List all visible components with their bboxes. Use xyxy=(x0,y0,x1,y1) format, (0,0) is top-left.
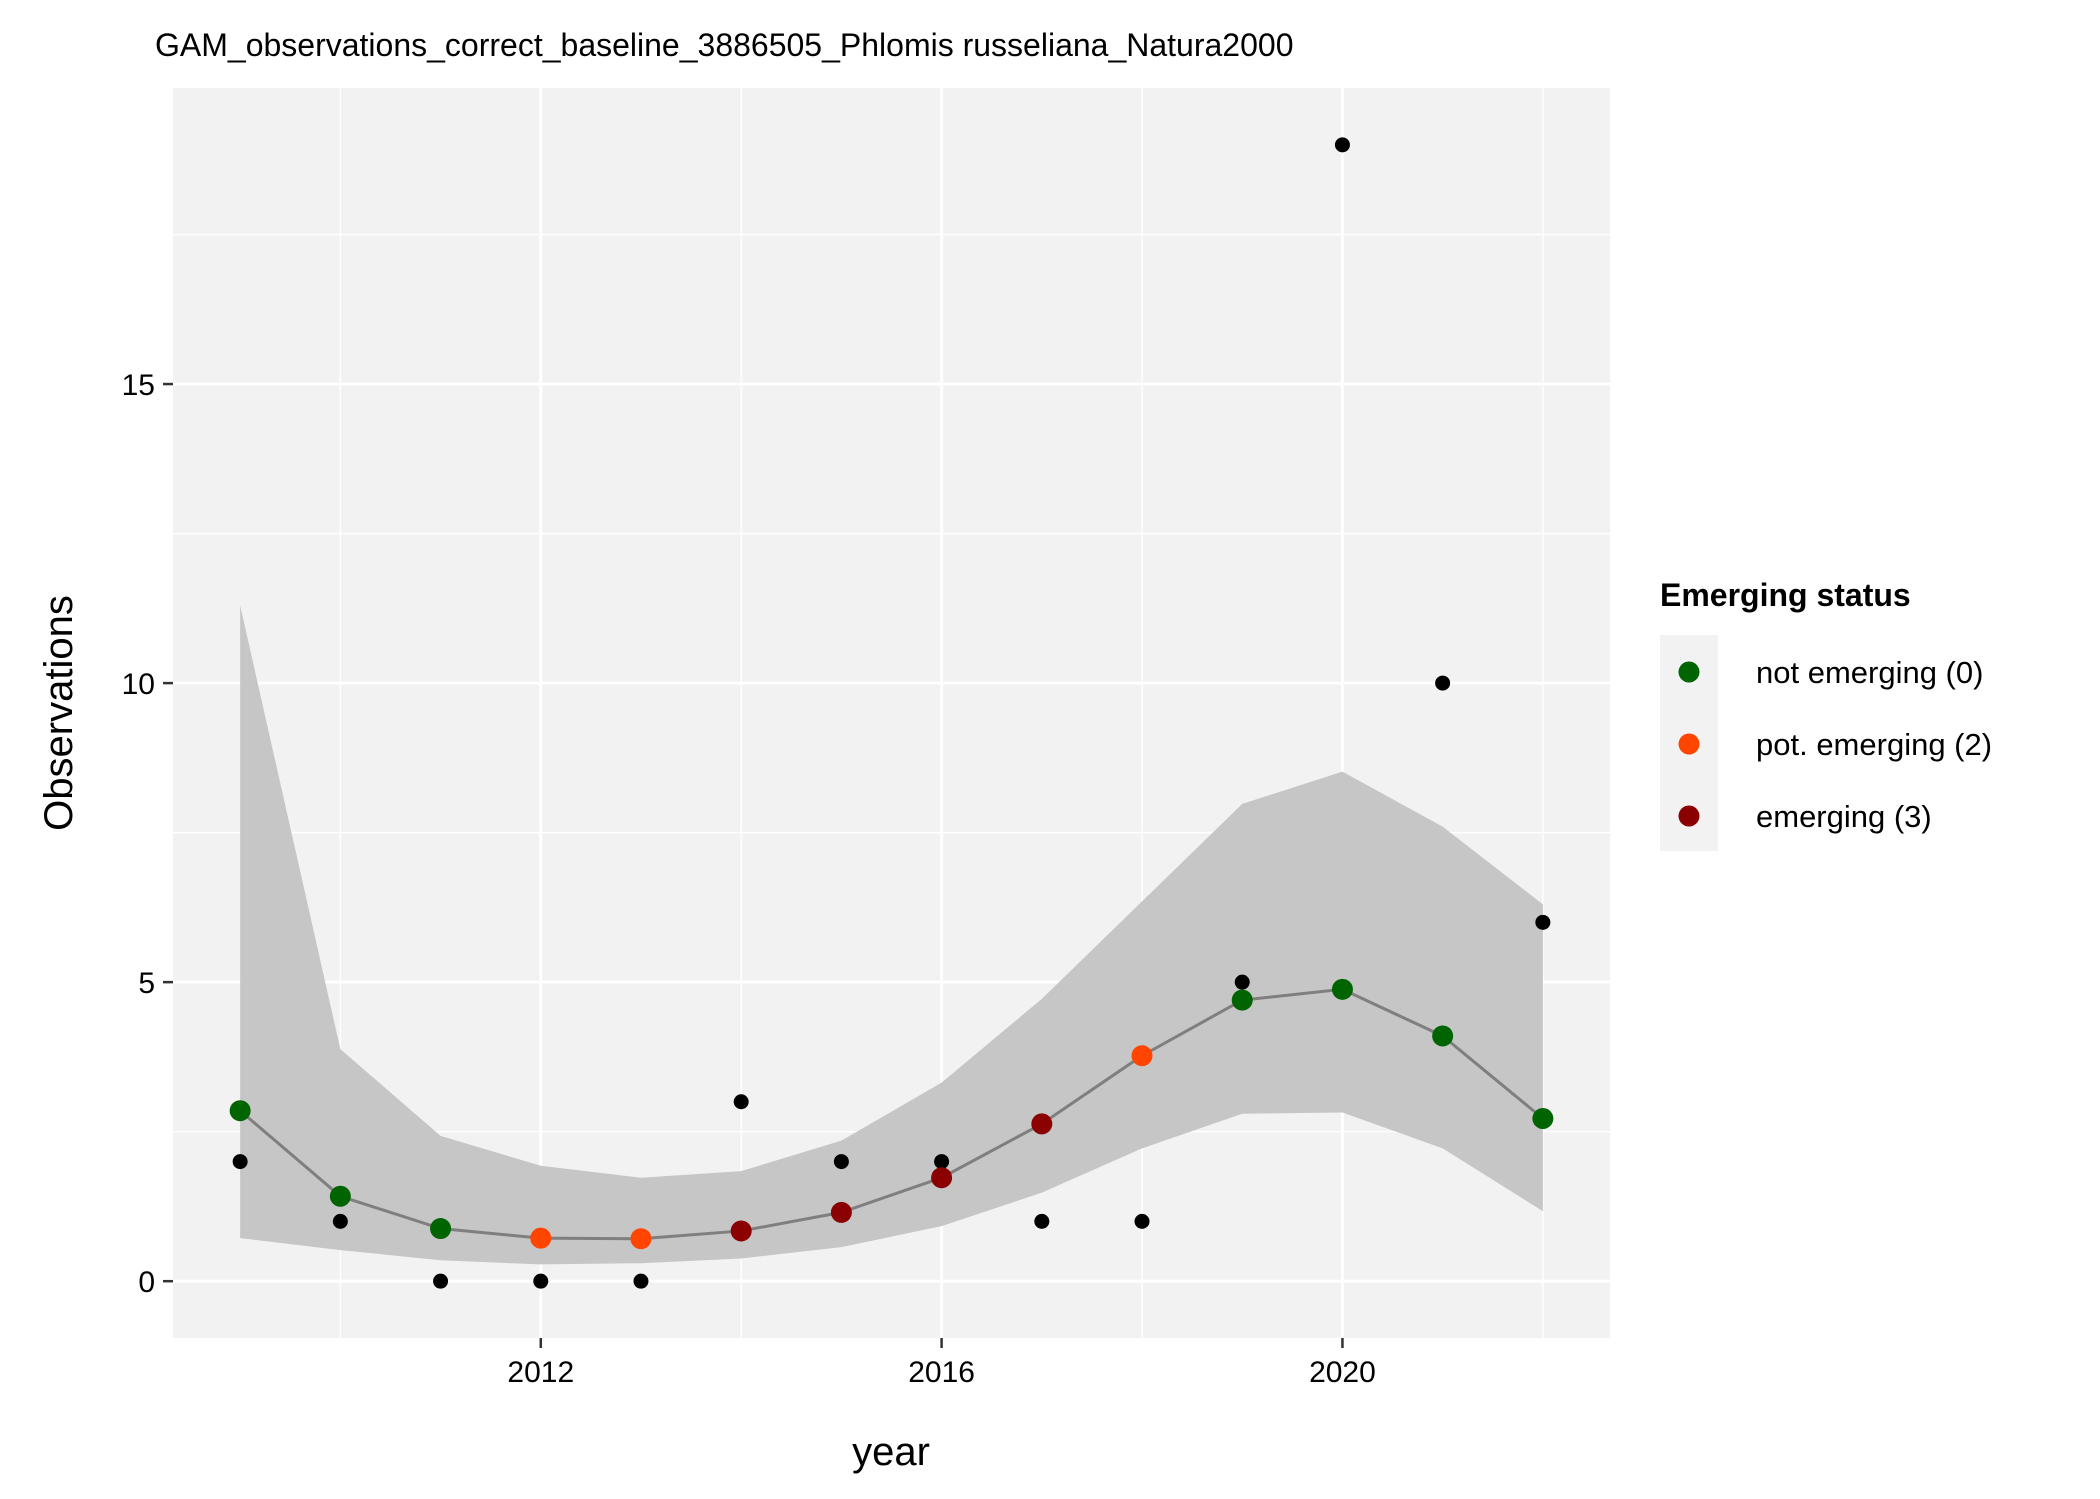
fit-line-layer xyxy=(239,987,1544,1241)
fitted-point xyxy=(1532,1108,1554,1130)
observed-points-layer xyxy=(232,137,1551,1289)
observed-point xyxy=(332,1213,348,1229)
observed-point xyxy=(1435,675,1451,691)
fitted-point xyxy=(430,1218,452,1240)
legend-label: emerging (3) xyxy=(1756,799,1932,834)
legend-items: not emerging (0) pot. emerging (2) emergin… xyxy=(1660,635,1992,851)
observed-point xyxy=(833,1154,849,1170)
y-tick-label: 0 xyxy=(138,1266,155,1299)
fitted-point xyxy=(1331,978,1353,1000)
fitted-point xyxy=(630,1228,652,1250)
legend-key xyxy=(1678,733,1700,755)
observed-point xyxy=(433,1273,449,1289)
fit-line xyxy=(239,987,1544,1241)
legend-key xyxy=(1678,805,1700,827)
legend-label: not emerging (0) xyxy=(1756,655,1983,690)
x-axis-label: year xyxy=(852,1430,930,1474)
observed-point xyxy=(533,1273,549,1289)
fitted-point xyxy=(329,1185,351,1207)
y-axis-label: Observations xyxy=(37,595,81,831)
y-tick-label: 15 xyxy=(122,369,155,402)
y-tick-label: 5 xyxy=(138,967,155,1000)
observed-point xyxy=(1334,137,1350,153)
y-tick-label: 10 xyxy=(122,668,155,701)
x-axis: 2012 2016 2020 xyxy=(507,1338,1376,1389)
confidence-ribbon xyxy=(240,605,1543,1265)
fitted-point xyxy=(229,1100,251,1122)
fitted-point xyxy=(1031,1113,1053,1135)
legend-label: pot. emerging (2) xyxy=(1756,727,1992,762)
fitted-point xyxy=(830,1201,852,1223)
chart-title: GAM_observations_correct_baseline_388650… xyxy=(155,27,1293,63)
y-axis: 0 5 10 15 xyxy=(122,369,173,1299)
observed-point xyxy=(1034,1213,1050,1229)
legend-key xyxy=(1678,661,1700,683)
observed-point xyxy=(1535,914,1551,930)
fitted-point xyxy=(730,1220,752,1242)
fitted-points-layer xyxy=(229,978,1554,1250)
observed-point xyxy=(1234,974,1250,990)
legend-title: Emerging status xyxy=(1660,577,1911,613)
observed-point xyxy=(633,1273,649,1289)
observed-point xyxy=(1134,1213,1150,1229)
fitted-point xyxy=(530,1227,552,1249)
observed-point xyxy=(232,1154,248,1170)
legend: Emerging status not emerging (0) pot. eme… xyxy=(1660,577,1992,851)
x-tick-label: 2020 xyxy=(1309,1356,1376,1389)
fitted-point xyxy=(931,1167,953,1189)
x-tick-label: 2016 xyxy=(908,1356,975,1389)
fitted-point xyxy=(1432,1025,1454,1047)
fitted-point xyxy=(1231,989,1253,1011)
confidence-ribbon-layer xyxy=(240,605,1543,1265)
observed-point xyxy=(934,1154,950,1170)
x-tick-label: 2012 xyxy=(507,1356,574,1389)
observed-point xyxy=(733,1094,749,1110)
fitted-point xyxy=(1131,1045,1153,1067)
